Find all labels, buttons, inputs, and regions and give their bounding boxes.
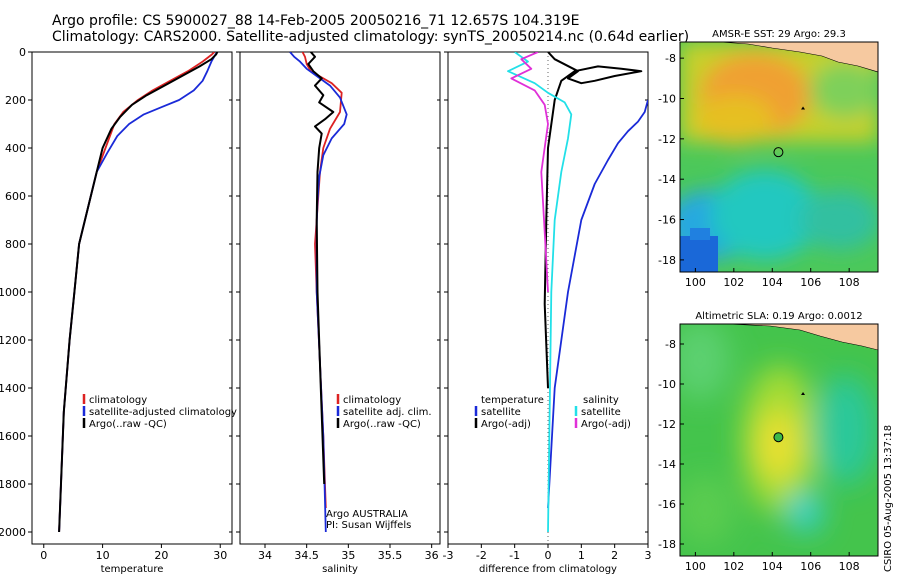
salinity-xlabel: salinity	[322, 564, 358, 575]
depth-tick-label: 400	[5, 142, 26, 155]
temperature-xlabel: temperature	[101, 564, 164, 575]
difference-series-group	[507, 52, 648, 533]
sst_map-xtick-label: 108	[839, 276, 860, 289]
difference-panel	[444, 51, 649, 548]
difference-xtick-label: 1	[578, 549, 585, 562]
sla_map-xtick-label: 108	[839, 560, 860, 573]
sst_map-xtick-label: 102	[723, 276, 744, 289]
salinity-legend-item-0-label: climatology	[343, 395, 401, 406]
sla_map-argo-marker	[773, 432, 784, 443]
difference-series-line-0	[547, 99, 648, 509]
sla_map-ytick-label: -14	[658, 458, 676, 471]
sla_map-ytick-label: -16	[658, 498, 676, 511]
depth-tick-label: 1800	[0, 478, 26, 491]
sla_map-xtick-label: 106	[800, 560, 821, 573]
figure-title-line-2: Climatology: CARS2000. Satellite-adjuste…	[52, 29, 690, 45]
temperature-xtick-label: 20	[154, 549, 168, 562]
sst_map-xtick-label: 106	[800, 276, 821, 289]
difference-legend-sal-argo-label: Argo(-adj)	[581, 419, 631, 430]
difference-series-line-3	[510, 52, 549, 293]
sla_map-xtick-label: 102	[723, 560, 744, 573]
sst_map-frame	[679, 41, 879, 273]
difference-legend-title-temperature: temperature	[481, 395, 544, 406]
temperature-series-line-0	[58, 52, 216, 533]
temperature-panel	[28, 51, 233, 548]
salinity-series-group	[289, 52, 348, 533]
difference-xlabel: difference from climatology	[479, 564, 617, 575]
sst_map-xtick-label: 104	[762, 276, 783, 289]
difference-legend-temp-satellite-label: satellite	[481, 407, 521, 418]
sst_map-xtick-label: 100	[685, 276, 706, 289]
difference-xtick-label: -1	[509, 549, 520, 562]
sla_map-ytick-label: -8	[665, 338, 676, 351]
temperature-legend-item-1-label: satellite-adjusted climatology	[89, 407, 237, 418]
depth-tick-label: 0	[19, 46, 26, 59]
sst_map-axes	[679, 41, 879, 273]
salinity-annotation-line-1: PI: Susan Wijffels	[326, 520, 411, 531]
temperature-series-group	[58, 52, 219, 533]
sla_map-island-marker	[801, 392, 806, 395]
depth-tick-label: 1400	[0, 382, 26, 395]
temperature-series-line-2	[58, 52, 219, 533]
difference-series-line-1	[543, 52, 643, 389]
salinity-legend-item-2-label: Argo(..raw -QC)	[343, 419, 421, 430]
figure-title-line-1: Argo profile: CS 5900027_88 14-Feb-2005 …	[52, 13, 580, 29]
temperature-xtick-label: 0	[40, 549, 47, 562]
sst_map-island-marker	[801, 106, 806, 110]
salinity-annotation-line-0: Argo AUSTRALIA	[326, 509, 408, 520]
depth-tick-label: 200	[5, 94, 26, 107]
difference-legend-sal-satellite-label: satellite	[581, 407, 621, 418]
sla_map-ytick-label: -10	[658, 378, 676, 391]
depth-tick-label: 800	[5, 238, 26, 251]
salinity-frame	[239, 51, 441, 545]
salinity-series-line-2	[307, 52, 335, 485]
salinity-panel	[236, 51, 441, 548]
salinity-xtick-label: 35.5	[378, 549, 403, 562]
sla_map-frame	[679, 323, 879, 557]
sla_map-xtick-label: 104	[762, 560, 783, 573]
sst-map-field	[680, 42, 878, 272]
temperature-xtick-label: 10	[96, 549, 110, 562]
salinity-xtick-label: 34.5	[294, 549, 319, 562]
sla_map-axes	[679, 323, 879, 557]
difference-legend-title-salinity: salinity	[583, 395, 619, 406]
sla_map-title: Altimetric SLA: 0.19 Argo: 0.0012	[695, 311, 862, 322]
difference-xtick-label: -3	[443, 549, 454, 562]
sst_map-title: AMSR-E SST: 29 Argo: 29.3	[712, 29, 846, 40]
difference-xtick-label: -2	[476, 549, 487, 562]
salinity-xtick-label: 35	[341, 549, 355, 562]
sst_map-ytick-label: -12	[658, 133, 676, 146]
sst_map-ytick-label: -18	[658, 254, 676, 267]
difference-xtick-label: 3	[645, 549, 652, 562]
temperature-frame	[31, 51, 233, 545]
depth-tick-label: 1000	[0, 286, 26, 299]
salinity-legend-item-1-label: satellite adj. clim.	[343, 407, 432, 418]
difference-xtick-label: 2	[611, 549, 618, 562]
salinity-xtick-label: 34	[258, 549, 272, 562]
salinity-xtick-label: 36	[425, 549, 439, 562]
temperature-legend-item-2-label: Argo(..raw -QC)	[89, 419, 167, 430]
depth-tick-label: 1600	[0, 430, 26, 443]
difference-series-line-2	[507, 52, 573, 533]
sst_map-argo-marker	[773, 147, 784, 158]
depth-tick-label: 600	[5, 190, 26, 203]
sla_map-ytick-label: -12	[658, 418, 676, 431]
sla_map-ytick-label: -18	[658, 538, 676, 551]
sst_map-ytick-label: -10	[658, 92, 676, 105]
temperature-xtick-label: 30	[213, 549, 227, 562]
difference-xtick-label: 0	[545, 549, 552, 562]
depth-tick-label: 1200	[0, 334, 26, 347]
sst_map-ytick-label: -14	[658, 173, 676, 186]
sst_map-ytick-label: -8	[665, 52, 676, 65]
temperature-legend-item-0-label: climatology	[89, 395, 147, 406]
temperature-series-line-1	[58, 52, 219, 533]
difference-legend-temp-argo-label: Argo(-adj)	[481, 419, 531, 430]
depth-tick-label: 2000	[0, 526, 26, 539]
sst_map-ytick-label: -16	[658, 214, 676, 227]
sla_map-xtick-label: 100	[685, 560, 706, 573]
